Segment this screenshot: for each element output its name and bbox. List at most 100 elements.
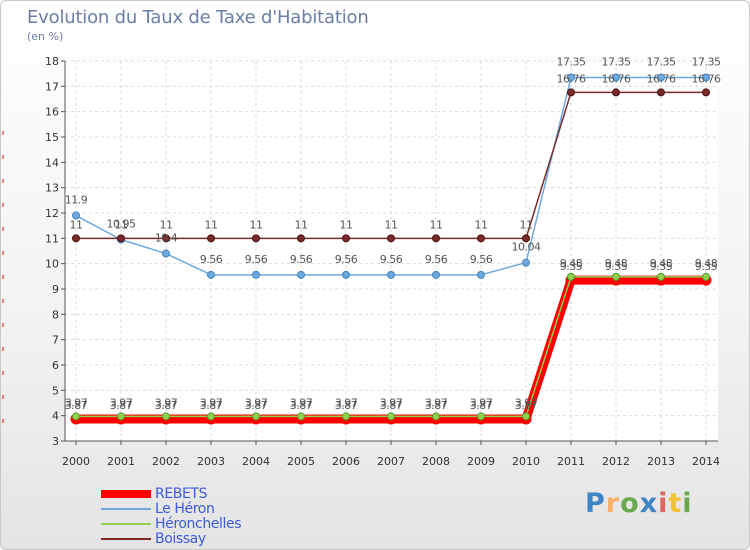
x-tick-label: 2010	[512, 455, 540, 468]
y-tick-label: 15	[45, 131, 59, 144]
data-point-heronchelles	[252, 412, 260, 421]
x-tick-label: 2001	[107, 455, 135, 468]
data-label-le-heron: 17.35	[557, 55, 586, 68]
data-label-heronchelles: 3.97	[380, 396, 403, 409]
logo-letter: x	[639, 488, 659, 519]
data-label-le-heron: 11.9	[65, 194, 88, 207]
data-point-le-heron	[252, 270, 260, 279]
data-point-le-heron	[657, 73, 665, 82]
data-label-le-heron: 9.56	[335, 253, 358, 266]
data-point-heronchelles	[387, 412, 395, 421]
data-label-heronchelles: 3.97	[155, 396, 178, 409]
data-point-heronchelles	[432, 412, 440, 421]
data-point-boissay	[567, 88, 575, 97]
data-label-rebets: 9.35	[650, 260, 673, 273]
data-label-boissay: 16.76	[692, 72, 721, 85]
y-tick-label: 5	[52, 384, 59, 397]
data-label-rebets: 3.87	[290, 399, 313, 412]
y-unit-label: (en %)	[27, 30, 64, 43]
logo-letter: o	[620, 488, 640, 519]
data-point-boissay	[342, 234, 350, 243]
data-label-le-heron: 17.35	[692, 55, 721, 68]
data-point-le-heron	[567, 73, 575, 82]
legend-item-boissay: Boissay	[101, 531, 206, 547]
x-tick-label: 2013	[647, 455, 675, 468]
data-label-le-heron: 9.56	[290, 253, 313, 266]
logo-letter: i	[682, 488, 693, 519]
data-point-heronchelles	[207, 412, 215, 421]
data-label-heronchelles: 9.48	[650, 257, 673, 270]
legend-swatch-le-heron	[101, 508, 151, 510]
data-point-boissay	[432, 234, 440, 243]
data-label-rebets: 3.87	[380, 399, 403, 412]
data-label-heronchelles: 3.97	[245, 396, 268, 409]
plot-area	[65, 61, 718, 441]
x-tick-label: 2002	[152, 455, 180, 468]
data-label-rebets: 9.35	[605, 260, 628, 273]
y-tick-label: 13	[45, 182, 59, 195]
x-tick-label: 2003	[197, 455, 225, 468]
data-label-heronchelles: 3.97	[515, 396, 538, 409]
data-label-le-heron: 9.56	[425, 253, 448, 266]
data-label-boissay: 16.76	[557, 72, 586, 85]
y-tick-label: 3	[52, 435, 59, 448]
data-point-le-heron	[387, 270, 395, 279]
data-point-le-heron	[72, 211, 80, 220]
x-tick-label: 2008	[422, 455, 450, 468]
data-point-heronchelles	[342, 412, 350, 421]
data-label-rebets: 3.87	[470, 399, 493, 412]
x-tick-label: 2012	[602, 455, 630, 468]
data-label-rebets: 3.87	[200, 399, 223, 412]
data-label-boissay: 11	[340, 218, 353, 231]
y-tick-label: 16	[45, 106, 59, 119]
y-tick-label: 4	[52, 410, 59, 423]
data-point-le-heron	[207, 270, 215, 279]
y-tick-label: 10	[45, 258, 59, 271]
legend-item-le-heron: Le Héron	[101, 501, 215, 517]
y-tick-label: 8	[52, 308, 59, 321]
y-tick-label: 6	[52, 359, 59, 372]
data-label-rebets: 3.87	[155, 399, 178, 412]
data-label-le-heron: 10.04	[512, 241, 541, 254]
logo-letter: t	[668, 488, 683, 519]
data-label-le-heron: 9.56	[245, 253, 268, 266]
data-label-heronchelles: 9.48	[695, 257, 718, 270]
data-point-boissay	[657, 88, 665, 97]
legend-label-heronchelles: Héronchelles	[155, 516, 242, 532]
x-tick-label: 2005	[287, 455, 315, 468]
y-tick-label: 14	[45, 156, 59, 169]
data-label-le-heron: 10.4	[155, 232, 178, 245]
data-point-boissay	[477, 234, 485, 243]
data-label-heronchelles: 3.97	[290, 396, 313, 409]
data-point-heronchelles	[522, 412, 530, 421]
data-label-rebets: 3.87	[335, 399, 358, 412]
legend-label-boissay: Boissay	[155, 531, 206, 547]
data-label-boissay: 11	[385, 218, 398, 231]
data-point-boissay	[207, 234, 215, 243]
data-point-boissay	[252, 234, 260, 243]
y-tick-label: 11	[45, 232, 59, 245]
legend-swatch-heronchelles	[101, 523, 151, 525]
data-point-heronchelles	[162, 412, 170, 421]
logo-letter: i	[658, 488, 669, 519]
data-point-heronchelles	[567, 272, 575, 281]
data-label-le-heron: 9.56	[380, 253, 403, 266]
data-point-le-heron	[297, 270, 305, 279]
data-point-le-heron	[162, 249, 170, 258]
data-label-heronchelles: 3.97	[335, 396, 358, 409]
data-label-boissay: 11	[70, 218, 83, 231]
data-label-boissay: 16.76	[647, 72, 676, 85]
data-point-boissay	[117, 234, 125, 243]
legend-swatch-rebets	[101, 490, 151, 498]
data-label-heronchelles: 3.97	[200, 396, 223, 409]
data-point-le-heron	[432, 270, 440, 279]
data-point-boissay	[702, 88, 710, 97]
data-point-heronchelles	[702, 272, 710, 281]
data-label-boissay: 16.76	[602, 72, 631, 85]
legend-swatch-boissay	[101, 538, 151, 540]
x-tick-label: 2006	[332, 455, 360, 468]
logo-letter: r	[605, 488, 621, 519]
data-label-heronchelles: 3.97	[425, 396, 448, 409]
data-point-le-heron	[477, 270, 485, 279]
